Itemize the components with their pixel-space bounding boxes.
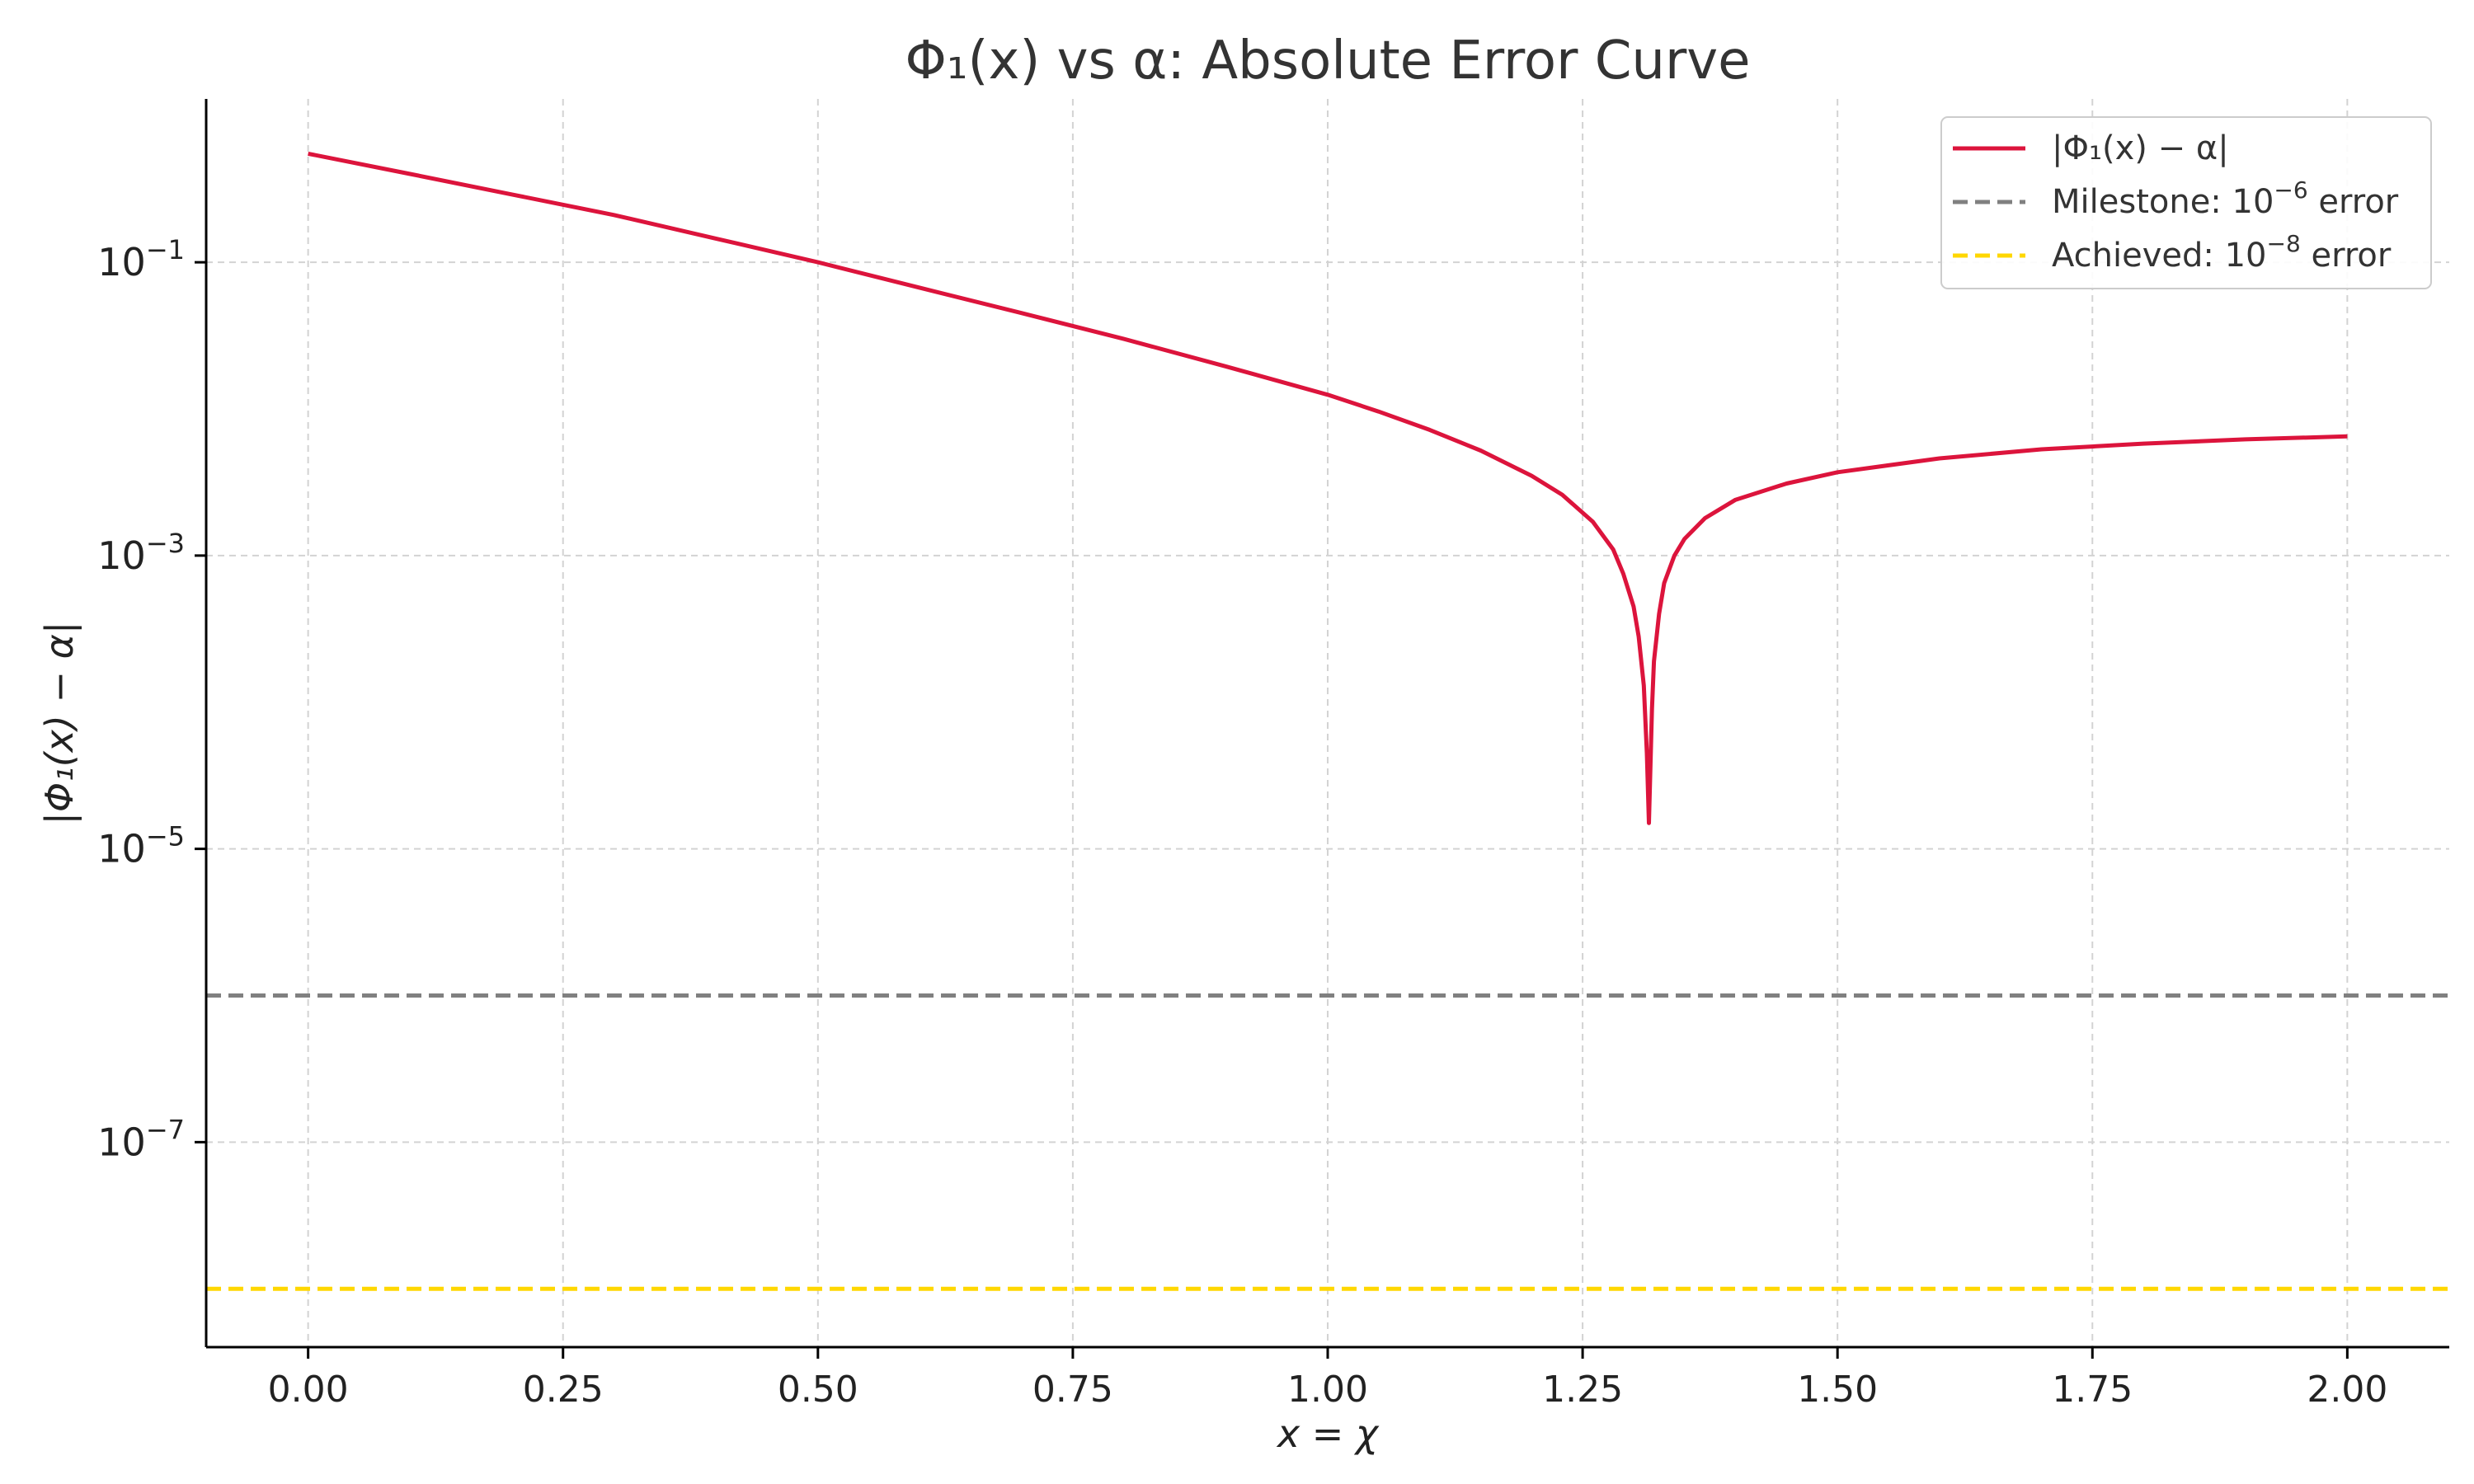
x-tick-label: 1.00 xyxy=(1287,1369,1368,1411)
y-tick-label: 10−7 xyxy=(97,1114,185,1164)
series-lines xyxy=(206,151,2449,1291)
legend: |Φ₁(x) − α| Milestone: 10−6 error Achiev… xyxy=(1940,116,2432,289)
x-ticks: 0.00 0.25 0.50 0.75 1.00 1.25 1.50 1.75 2.00 xyxy=(268,1347,2387,1411)
legend-achieved-base: Achieved: 10 xyxy=(2052,237,2267,275)
legend-achieved-suffix: error xyxy=(2301,237,2392,275)
legend-label-achieved: Achieved: 10−8 error xyxy=(2052,230,2392,275)
y-tick-exponent: −1 xyxy=(146,234,185,265)
x-tick-label: 2.00 xyxy=(2307,1369,2387,1411)
x-tick-label: 0.00 xyxy=(268,1369,349,1411)
legend-milestone-exp: −6 xyxy=(2274,176,2307,204)
y-tick-base: 10 xyxy=(97,240,146,284)
x-tick-label: 0.25 xyxy=(523,1369,604,1411)
x-tick-label: 0.75 xyxy=(1032,1369,1113,1411)
y-tick-base: 10 xyxy=(97,827,146,871)
legend-frame xyxy=(1940,116,2432,289)
y-tick-exponent: −7 xyxy=(146,1114,185,1145)
legend-label-milestone: Milestone: 10−6 error xyxy=(2052,176,2399,221)
y-tick-base: 10 xyxy=(97,533,146,578)
y-tick-base: 10 xyxy=(97,1120,146,1164)
y-tick-label: 10−1 xyxy=(97,234,185,284)
y-ticks: 10−110−310−510−7 xyxy=(97,234,206,1164)
error-curve-line xyxy=(308,151,2348,825)
x-tick-label: 1.50 xyxy=(1797,1369,1878,1411)
y-tick-label: 10−5 xyxy=(97,821,185,871)
legend-milestone-base: Milestone: 10 xyxy=(2052,183,2274,221)
y-tick-exponent: −3 xyxy=(146,528,185,559)
y-tick-label: 10−3 xyxy=(97,528,185,578)
x-tick-label: 1.75 xyxy=(2052,1369,2133,1411)
legend-label-error-curve: |Φ₁(x) − α| xyxy=(2052,129,2229,167)
x-tick-label: 0.50 xyxy=(778,1369,858,1411)
y-tick-exponent: −5 xyxy=(146,821,185,852)
x-axis-label: x = χ xyxy=(1276,1411,1380,1456)
y-axis-label: |Φ₁(x) − α| xyxy=(37,622,82,825)
x-tick-label: 1.25 xyxy=(1542,1369,1623,1411)
chart-title: Φ₁(x) vs α: Absolute Error Curve xyxy=(905,31,1750,92)
legend-milestone-suffix: error xyxy=(2308,183,2399,221)
grid xyxy=(206,99,2449,1347)
legend-achieved-exp: −8 xyxy=(2267,230,2301,257)
